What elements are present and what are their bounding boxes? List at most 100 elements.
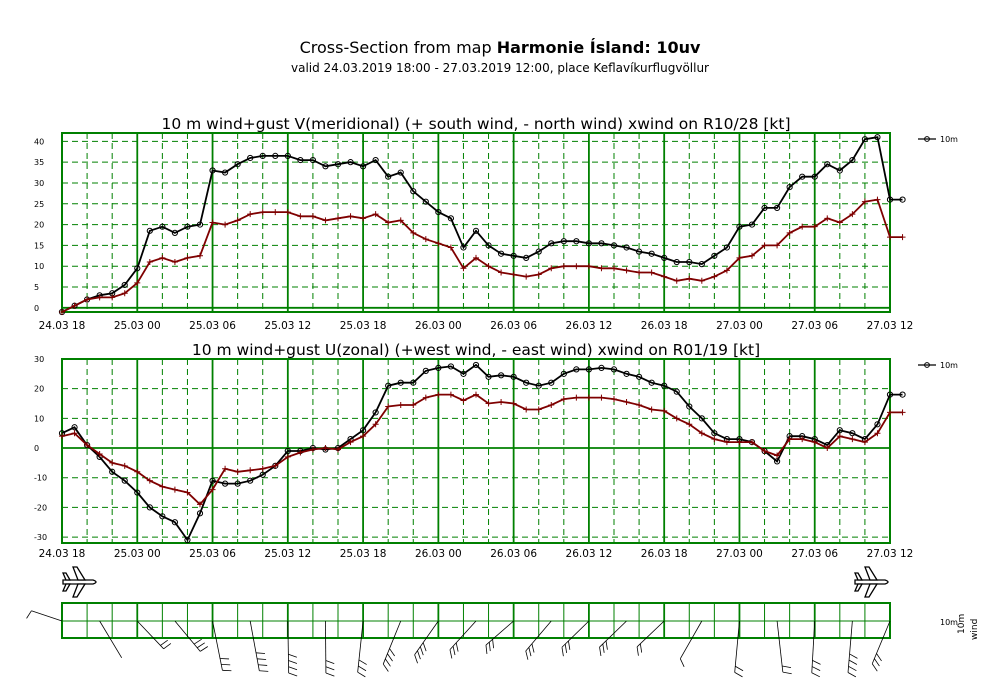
wind-barb-feather [602,643,605,653]
data-point-gust [623,267,630,274]
plane-wing [864,583,879,598]
data-point-gust [184,489,191,496]
data-point-gust [636,402,643,408]
data-point-wind [435,208,442,216]
data-point-wind [510,252,517,259]
y-tick-label: 20 [34,385,44,394]
x-tick-label: 26.03 18 [641,320,688,332]
wind-barb-feather [358,665,367,672]
data-point-wind [159,223,166,230]
wind-barb-feather [452,646,456,656]
data-point-wind [196,221,204,228]
x-tick-label: 25.03 00 [114,548,161,560]
data-point-gust [648,269,655,276]
data-point-gust [673,277,680,284]
data-point-gust [498,399,505,406]
data-point-gust [422,394,429,401]
data-point-wind [385,173,392,180]
data-point-gust [786,229,793,236]
data-point-wind [673,388,680,395]
data-point-gust [573,263,580,270]
data-point-gust [887,234,893,241]
data-point-wind [686,403,693,410]
wind-barb-feather [325,660,335,665]
series-line-gust [61,198,903,313]
wind-barb [871,620,891,664]
data-point-gust [410,402,417,408]
panel-frame [61,132,891,313]
plane-tail [854,572,864,581]
data-point-gust [849,436,856,443]
data-point-wind [523,254,530,261]
data-point-gust [611,265,617,272]
data-point-gust [372,421,379,428]
plane-tail [854,583,864,592]
data-point-gust [84,442,91,449]
x-tick-label: 27.03 12 [867,320,914,332]
data-point-wind [836,427,843,434]
data-point-wind [560,238,567,245]
data-point-wind [159,513,166,520]
data-point-gust [159,254,166,261]
data-point-gust [887,409,893,416]
data-point-wind [661,254,668,261]
data-point-wind [221,169,229,176]
data-point-wind [209,477,216,484]
data-point-wind [648,379,655,386]
data-point-gust [59,309,65,315]
data-point-wind [71,424,78,431]
x-tick-label: 26.03 00 [415,320,462,332]
wind-barb-feather [812,659,821,665]
wind-barb-feather [259,670,269,672]
x-tick-label: 27.03 00 [716,548,763,560]
plane-wing [72,566,87,581]
data-point-gust [774,242,781,249]
wind-barb-feather [528,647,532,657]
wind-barb-feather [847,672,857,678]
plane-wing [864,566,879,581]
data-point-wind [573,238,580,245]
data-point-wind [460,370,467,377]
data-point-wind [184,536,191,544]
data-point-gust [698,430,705,437]
wind-barb [561,620,590,648]
data-point-gust [560,263,567,270]
wind-barb-feather [258,664,268,666]
data-point-gust [134,279,141,286]
data-point-wind [146,227,153,234]
wind-barb-feather [26,610,32,619]
data-point-wind [359,427,367,434]
data-point-gust [498,269,505,276]
data-point-gust [410,229,417,236]
wind-barb-feather [288,666,298,671]
data-point-wind [272,152,279,159]
data-point-gust [322,445,329,452]
data-point-wind [422,198,429,205]
data-point-wind [234,480,241,487]
wind-barb-feather [449,649,453,659]
data-point-gust [234,468,241,475]
data-point-gust [874,196,881,203]
data-point-gust [184,254,191,261]
wind-barb-feather [288,672,298,677]
legend-marker [924,136,930,142]
panel-title-u: 10 m wind+gust U(zonal) (+west wind, - e… [192,341,760,359]
data-point-gust [510,271,517,278]
data-point-gust [397,402,404,408]
data-point-wind [359,163,367,170]
legend-u: 10m [918,361,958,370]
data-point-wind [372,409,379,416]
data-point-gust [447,244,454,251]
data-point-gust [811,439,818,446]
data-point-gust [247,211,254,218]
data-point-gust [510,400,517,407]
data-point-gust [899,409,906,416]
x-tick-label: 26.03 12 [566,320,613,332]
wind-barb-feather [389,648,395,657]
wind-barb [212,620,223,671]
wind-barb-feather [782,665,792,669]
x-tick-label: 25.03 18 [340,548,387,560]
wind-barb-feather [257,658,267,660]
data-point-wind [610,242,618,249]
legend-v: 10m [918,135,958,144]
